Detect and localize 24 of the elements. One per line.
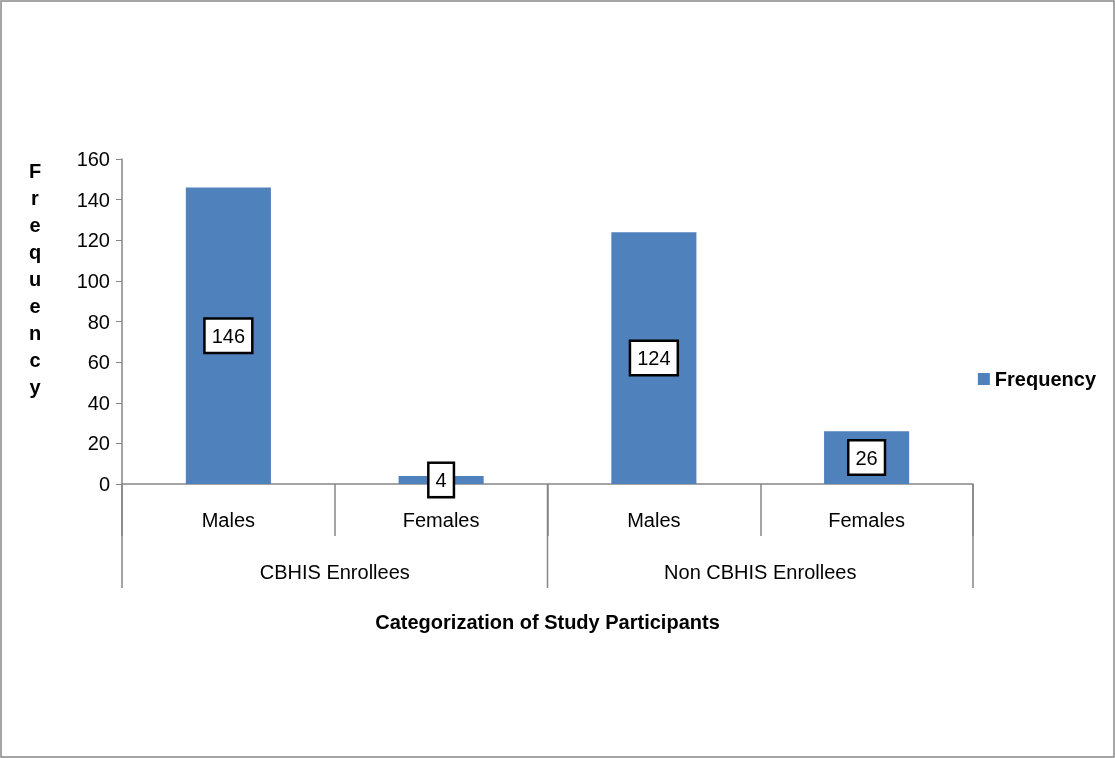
bar [611, 232, 697, 484]
y-tick-label: 60 [87, 351, 110, 374]
data-label: 124 [637, 347, 671, 370]
y-tick-label: 140 [76, 188, 110, 211]
y-tick-label: 120 [76, 229, 110, 252]
legend-label: Frequency [994, 368, 1097, 390]
x-tick-label: Males [627, 509, 681, 531]
text: Non CBHIS Enrollees [664, 561, 857, 583]
y-tick-label: 160 [76, 148, 110, 170]
y-tick-label: 40 [87, 391, 110, 414]
data-label: 4 [435, 468, 447, 491]
x-axis-title: Categorization of Study Participants [375, 611, 720, 633]
text: Frequency [28, 160, 42, 398]
y-tick-label: 0 [98, 473, 110, 495]
data-label: 26 [855, 446, 878, 469]
x-tick-label: Females [828, 509, 905, 531]
data-label: 146 [211, 324, 246, 347]
bar [185, 187, 271, 484]
y-tick-label: 80 [87, 310, 110, 333]
y-tick-label: 100 [76, 269, 110, 292]
y-tick-label: 20 [87, 432, 110, 455]
x-tick-label: Males [201, 509, 256, 531]
text: CBHIS Enrollees [259, 561, 410, 583]
x-tick-label: Females [402, 509, 480, 531]
